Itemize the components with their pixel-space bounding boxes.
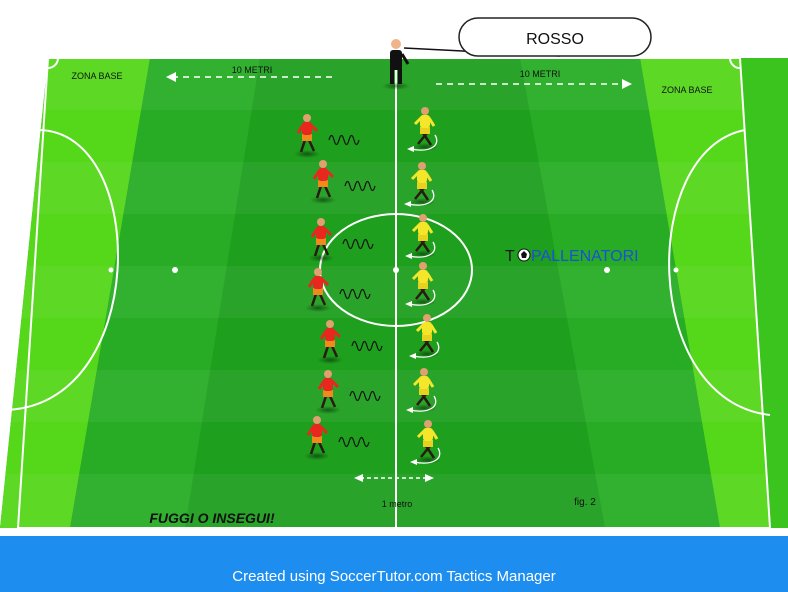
footer-bar — [0, 536, 788, 592]
left-second-spot — [108, 267, 114, 273]
red-player-5 — [317, 320, 343, 364]
turn-arrowhead-5 — [409, 353, 416, 359]
turn-path-5 — [412, 341, 440, 358]
red-player-6 — [315, 370, 341, 414]
red-player-4 — [305, 268, 331, 312]
yellow-player-7 — [415, 420, 441, 464]
distance-label-left: 10 METRI — [232, 65, 273, 75]
pitch-side-apron — [740, 58, 788, 528]
coach-figure — [382, 39, 410, 90]
distance-arrow-right — [436, 79, 632, 89]
turn-arrowhead-1 — [407, 146, 414, 152]
figure-label: fig. 2 — [574, 497, 596, 508]
red-player-2 — [310, 160, 336, 204]
exercise-title: FUGGI O INSEGUI! — [149, 510, 275, 526]
turn-arrowhead-2 — [404, 201, 411, 207]
turn-arrowhead-7 — [410, 459, 417, 465]
red-player-3 — [308, 218, 334, 262]
dribble-path-1 — [328, 134, 360, 146]
red-player-7 — [304, 416, 330, 460]
turn-arrowhead-3 — [405, 253, 412, 259]
players-layer — [294, 107, 441, 465]
zone-label-left: ZONA BASE — [71, 71, 122, 81]
footer-credit: Created using SoccerTutor.com Tactics Ma… — [232, 568, 556, 585]
yellow-player-3 — [410, 214, 436, 258]
distance-arrow-left — [166, 72, 334, 82]
zone-label-right: ZONA BASE — [661, 85, 712, 95]
distance-label-right: 10 METRI — [520, 69, 561, 79]
turn-arrowhead-6 — [406, 407, 413, 413]
yellow-player-4 — [410, 262, 436, 306]
dribble-path-3 — [342, 238, 374, 250]
center-spot — [393, 267, 399, 273]
turn-path-6 — [409, 395, 437, 412]
dribble-path-6 — [349, 390, 381, 402]
right-penalty-area — [668, 129, 771, 416]
yellow-player-5 — [414, 314, 440, 358]
turn-path-2 — [407, 189, 435, 206]
turn-path-3 — [408, 241, 436, 258]
corner-arc-top-left — [47, 57, 59, 69]
dribble-path-5 — [351, 340, 383, 352]
right-penalty-spot — [604, 267, 610, 273]
callout-text: ROSSO — [526, 31, 584, 48]
brand-part-2: PALLENATORI — [531, 248, 639, 265]
corner-arc-top-right — [728, 57, 742, 70]
right-second-spot — [673, 267, 679, 273]
pitch-boundary — [16, 57, 772, 529]
dribble-path-2 — [344, 180, 376, 192]
football-icon — [517, 248, 531, 262]
yellow-player-2 — [409, 162, 435, 206]
brand-logo: T PALLENATORI — [505, 248, 639, 265]
gap-arrow — [354, 474, 434, 482]
dribble-path-4 — [339, 288, 371, 300]
yellow-player-1 — [412, 107, 438, 151]
gap-label: 1 metro — [382, 499, 413, 509]
red-player-1 — [294, 114, 320, 158]
yellow-player-6 — [411, 368, 437, 412]
turn-path-7 — [413, 447, 441, 464]
turn-path-4 — [408, 289, 436, 306]
left-penalty-spot — [172, 267, 178, 273]
pitch — [0, 57, 788, 529]
left-penalty-area — [1, 129, 119, 411]
turn-arrowhead-4 — [405, 301, 412, 307]
callout-bubble — [458, 17, 652, 57]
dribble-path-7 — [338, 436, 370, 448]
turn-path-1 — [410, 134, 438, 151]
brand-part-1: T — [505, 248, 515, 265]
